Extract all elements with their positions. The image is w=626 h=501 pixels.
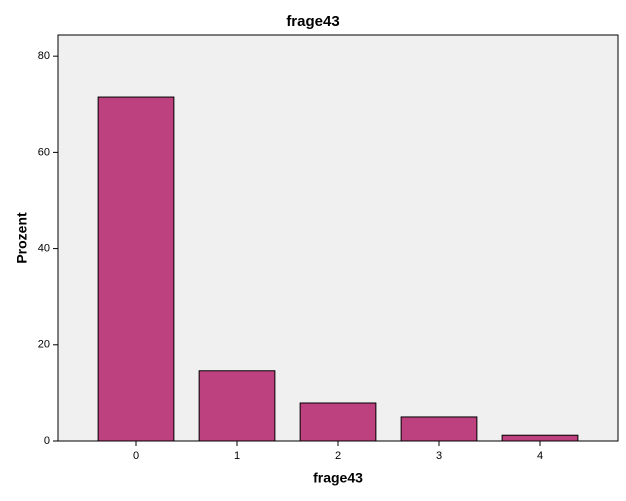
x-tick-label: 0 [133, 450, 139, 462]
bar [400, 416, 478, 442]
x-tick-label: 2 [335, 450, 341, 462]
y-axis-title: Prozent [14, 212, 30, 264]
bar [198, 370, 276, 442]
y-tick-label: 20 [38, 339, 50, 351]
y-tick-label: 80 [38, 50, 50, 62]
x-tick-label: 4 [537, 450, 543, 462]
y-tick-label: 0 [44, 435, 50, 447]
x-tick-label: 1 [234, 450, 240, 462]
bar [501, 434, 579, 442]
y-tick-label: 40 [38, 242, 50, 254]
x-tick-label: 3 [436, 450, 442, 462]
y-tick-label: 60 [38, 146, 50, 158]
chart-title: frage43 [286, 13, 339, 30]
bar [97, 96, 175, 442]
bar [299, 402, 377, 442]
x-axis-title: frage43 [313, 470, 363, 486]
